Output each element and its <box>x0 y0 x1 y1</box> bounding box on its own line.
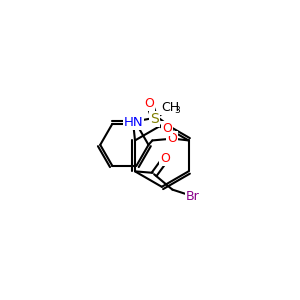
Text: S: S <box>150 112 159 126</box>
Text: 3: 3 <box>175 106 180 116</box>
Text: O: O <box>160 152 170 166</box>
Text: HN: HN <box>124 116 143 129</box>
Text: O: O <box>162 122 172 135</box>
Text: O: O <box>145 97 154 110</box>
Text: CH: CH <box>161 101 179 114</box>
Text: O: O <box>167 133 177 146</box>
Text: Br: Br <box>186 190 200 203</box>
